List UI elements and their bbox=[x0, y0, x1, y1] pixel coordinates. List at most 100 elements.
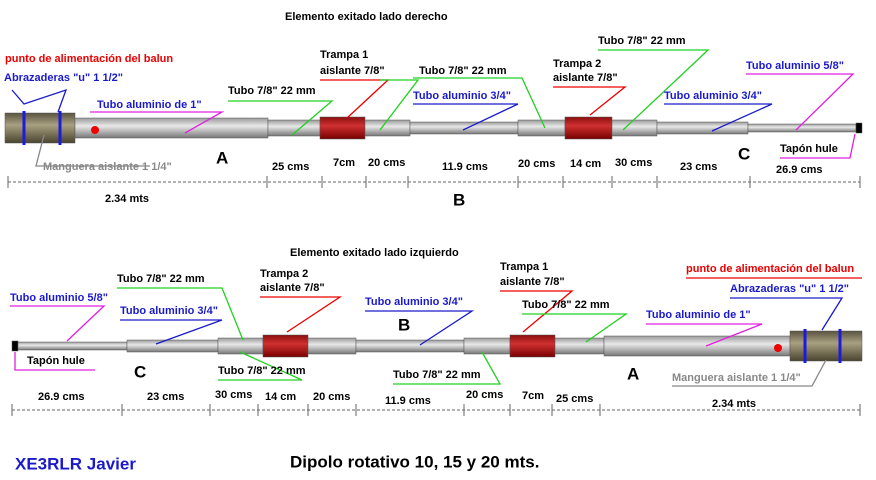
tubes bbox=[4, 49, 863, 416]
tube-segment bbox=[364, 119, 411, 137]
label: 20 cms bbox=[368, 157, 405, 169]
label: Tapón hule bbox=[780, 143, 838, 155]
label: Tubo 7/8" 22 mm bbox=[598, 35, 686, 47]
leader-line bbox=[365, 310, 475, 346]
label: Tubo aluminio 5/8" bbox=[10, 292, 108, 304]
tube-segment bbox=[656, 121, 749, 135]
tube-segment bbox=[747, 123, 857, 133]
label: aislante 7/8" bbox=[260, 282, 325, 294]
leader-line bbox=[90, 111, 225, 134]
leader-line bbox=[780, 133, 856, 159]
label: Trampa 1 bbox=[500, 261, 548, 273]
leader-line bbox=[320, 79, 390, 119]
label: Tubo 7/8" 22 mm bbox=[419, 65, 507, 77]
label: Tubo aluminio de 1" bbox=[97, 99, 202, 111]
leader-line bbox=[522, 313, 629, 343]
section-letter: C bbox=[134, 362, 146, 381]
tube-segment bbox=[554, 337, 605, 355]
label: Tubo aluminio 3/4" bbox=[413, 90, 511, 102]
leader-line bbox=[500, 290, 574, 333]
leader-line bbox=[672, 359, 827, 387]
tube-segment bbox=[855, 122, 863, 134]
label: Manguera aislante 1 1/4" bbox=[43, 161, 172, 173]
label: aislante 7/8" bbox=[500, 276, 565, 288]
tube-segment bbox=[319, 116, 366, 140]
label: Manguera aislante 1 1/4" bbox=[672, 372, 801, 384]
label: 11.9 cms bbox=[442, 161, 488, 173]
label: Tapón hule bbox=[27, 355, 85, 367]
label: 26.9 cms bbox=[38, 391, 84, 403]
label: aislante 7/8" bbox=[320, 65, 385, 77]
footer-title: Dipolo rotativo 10, 15 y 20 mts. bbox=[290, 452, 539, 471]
tube-segment bbox=[564, 116, 613, 140]
label: Tubo 7/8" 22 mm bbox=[393, 369, 481, 381]
label: Abrazaderas "u" 1 1/2" bbox=[730, 283, 849, 295]
label: Tubo 7/8" 22 mm bbox=[522, 299, 610, 311]
leader-line bbox=[14, 352, 95, 371]
label: Tubo 7/8" 22 mm bbox=[218, 365, 306, 377]
leader-line bbox=[413, 103, 519, 131]
tube-segment bbox=[307, 337, 357, 355]
tube-segment bbox=[509, 334, 556, 358]
label: Trampa 2 bbox=[260, 268, 308, 280]
tube-segment bbox=[262, 334, 309, 358]
leader-line bbox=[730, 297, 844, 331]
leader-line bbox=[413, 77, 546, 129]
label: 30 cms bbox=[215, 389, 252, 401]
section-letter: B bbox=[398, 315, 410, 334]
label: aislante 7/8" bbox=[553, 72, 618, 84]
section-letter: A bbox=[216, 148, 228, 167]
label: punto de alimentación del balun bbox=[5, 53, 173, 65]
label: 14 cm bbox=[570, 158, 601, 170]
leader-line bbox=[646, 323, 763, 347]
leader-line bbox=[120, 319, 223, 345]
label: Tubo aluminio 3/4" bbox=[664, 90, 762, 102]
label: Tubo aluminio 5/8" bbox=[746, 60, 844, 72]
callsign: XE3RLR Javier bbox=[15, 454, 136, 473]
section-letter: B bbox=[453, 190, 465, 209]
bottom-title: Elemento exitado lado izquierdo bbox=[290, 247, 459, 259]
leader-line bbox=[35, 134, 150, 167]
leader-line bbox=[746, 73, 855, 131]
leader-line bbox=[117, 287, 244, 341]
tube-segment bbox=[789, 330, 863, 362]
leader-line bbox=[228, 100, 334, 136]
feed-point bbox=[91, 126, 99, 134]
tube-segment bbox=[126, 339, 219, 353]
tube-segment bbox=[11, 340, 19, 352]
label: Trampa 1 bbox=[320, 49, 368, 61]
label: Trampa 2 bbox=[553, 58, 601, 70]
label: 11.9 cms bbox=[385, 395, 431, 407]
leader-line bbox=[379, 79, 420, 131]
leader-line bbox=[10, 305, 106, 342]
leader-line bbox=[260, 296, 343, 333]
leader-line bbox=[553, 86, 627, 116]
label: Tubo 7/8" 22 mm bbox=[228, 85, 316, 97]
label: 7cm bbox=[333, 157, 355, 169]
label: 25 cms bbox=[556, 393, 593, 405]
top-title: Elemento exitado lado derecho bbox=[285, 11, 448, 23]
leader-line bbox=[393, 351, 502, 385]
label: 25 cms bbox=[272, 161, 309, 173]
tube-segment bbox=[611, 119, 658, 137]
tube-segment bbox=[74, 117, 269, 139]
label: punto de alimentación del balun bbox=[686, 263, 854, 275]
leader-line bbox=[598, 49, 710, 131]
tube-segment bbox=[463, 337, 511, 355]
tube-segment bbox=[603, 335, 791, 357]
tube-segment bbox=[409, 121, 519, 135]
label: 2.34 mts bbox=[105, 193, 149, 205]
tube-segment bbox=[17, 341, 128, 351]
label: 14 cm bbox=[265, 391, 296, 403]
label: 2.34 mts bbox=[712, 398, 756, 410]
section-letter: A bbox=[627, 364, 639, 383]
leader-line bbox=[664, 103, 773, 132]
label: 30 cms bbox=[615, 157, 652, 169]
tube-segment bbox=[4, 112, 76, 144]
label: 20 cms bbox=[313, 391, 350, 403]
tube-segment bbox=[355, 339, 465, 353]
label: Tubo 7/8" 22 mm bbox=[117, 273, 205, 285]
tube-segment bbox=[517, 119, 566, 137]
section-letter: C bbox=[738, 144, 750, 163]
